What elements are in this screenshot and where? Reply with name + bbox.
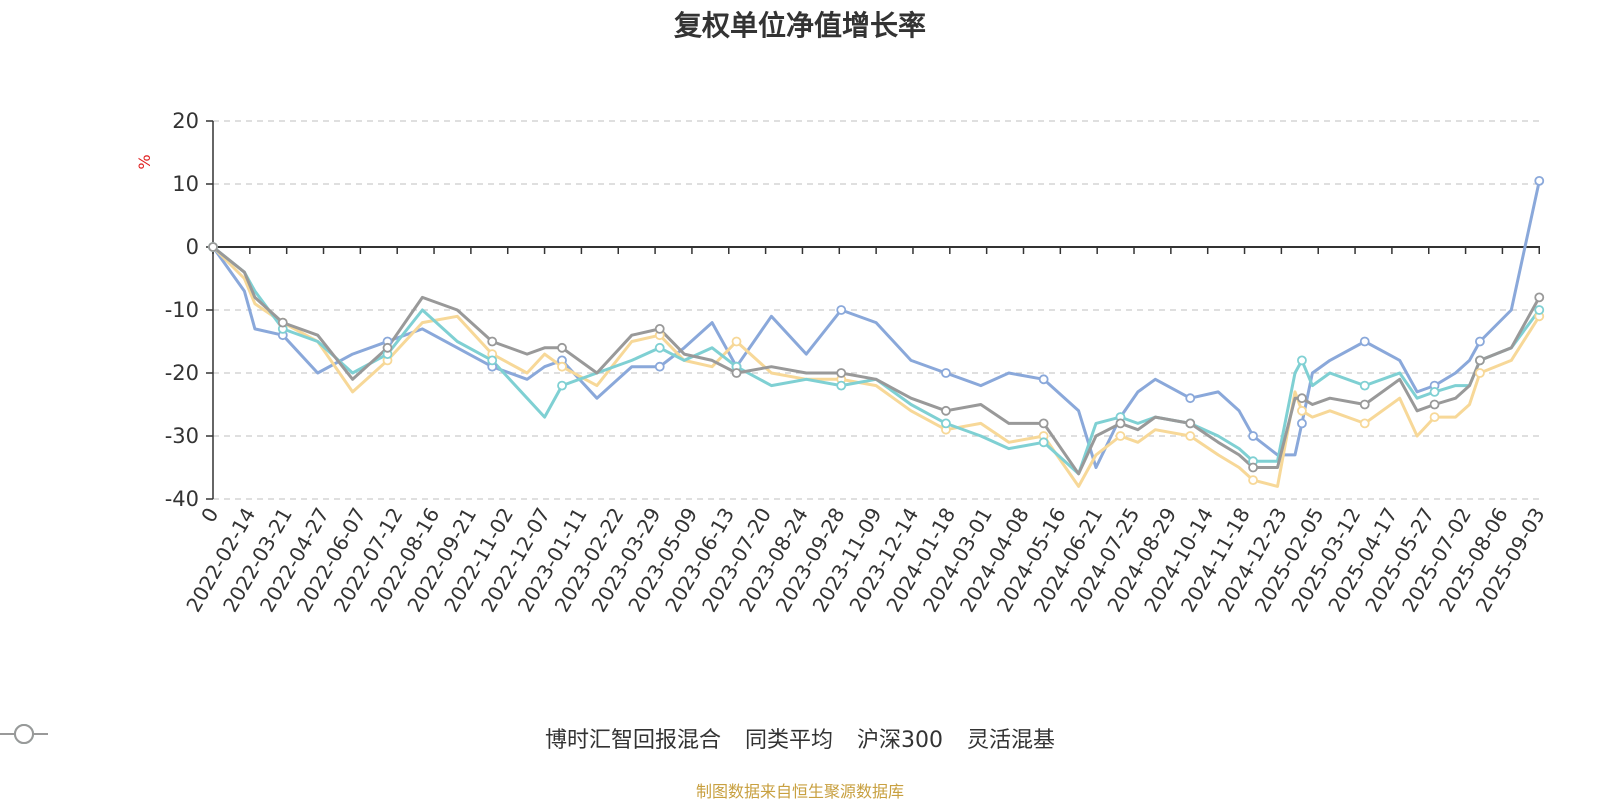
data-point [277, 317, 288, 328]
data-point [731, 336, 742, 347]
y-tick-label: 10 [172, 172, 199, 196]
data-point [941, 418, 951, 429]
data-point [487, 355, 498, 366]
data-point [1248, 431, 1258, 441]
y-tick-label: -30 [165, 424, 199, 448]
data-point [1475, 368, 1485, 378]
data-point [1475, 336, 1485, 347]
chart-legend: 博时汇智回报混合 同类平均 沪深300 灵活混基 [0, 722, 1600, 754]
data-point [1359, 418, 1370, 429]
data-source-note: 制图数据来自恒生聚源数据库 [695, 782, 904, 801]
data-point [1297, 418, 1307, 429]
x-tick-label: 0 [196, 504, 223, 527]
legend-item[interactable]: 博时汇智回报混合 [0, 722, 721, 754]
legend-label: 博时汇智回报混合 [544, 728, 721, 753]
data-point [1359, 336, 1370, 347]
data-point [1038, 374, 1049, 385]
data-point [731, 368, 742, 378]
series-line-2 [212, 245, 1541, 476]
data-point [557, 361, 567, 372]
data-point [1185, 393, 1196, 404]
legend-item[interactable]: 同类平均 [0, 722, 833, 754]
data-point [1185, 431, 1196, 441]
data-point [941, 368, 951, 378]
data-point [1534, 305, 1545, 315]
series-line-0 [211, 180, 1541, 469]
legend-label: 灵活混基 [967, 728, 1056, 753]
data-point [1297, 405, 1307, 416]
data-point [1475, 355, 1485, 366]
data-point [1248, 462, 1258, 473]
data-point [836, 305, 847, 315]
legend-item[interactable]: 灵活混基 [0, 722, 1056, 754]
series-line-3 [212, 245, 1541, 476]
y-tick-label: -10 [165, 298, 199, 322]
data-point [1429, 412, 1440, 423]
data-point [1248, 475, 1258, 486]
data-point [1359, 380, 1370, 391]
chart-title: 复权单位净值增长率 [673, 9, 926, 42]
data-point [208, 242, 218, 252]
y-axis-unit: % [135, 154, 154, 169]
data-point [654, 323, 665, 334]
data-point [1038, 418, 1049, 429]
data-point [1185, 418, 1196, 429]
y-tick-label: 20 [172, 109, 199, 133]
legend-label: 同类平均 [744, 728, 833, 753]
y-tick-label: -20 [165, 361, 199, 385]
legend-item[interactable]: 沪深300 [0, 722, 943, 754]
data-point [1534, 175, 1545, 186]
data-point [1297, 355, 1307, 366]
data-point [1429, 386, 1440, 397]
data-point [1115, 431, 1126, 441]
x-tick-labels: 02022-02-142022-03-212022-04-272022-06-0… [181, 503, 1549, 616]
data-point [557, 380, 567, 391]
data-point [487, 336, 498, 347]
data-point [836, 380, 847, 391]
y-tick-labels: 20 10 0 -10 -20 -30 -40 [165, 109, 199, 511]
data-point [1359, 399, 1370, 410]
data-point [1115, 418, 1126, 429]
y-tick-label: -40 [165, 487, 199, 511]
data-point [654, 342, 665, 353]
data-point [836, 368, 847, 378]
data-point [1038, 437, 1049, 448]
legend-label: 沪深300 [857, 728, 943, 753]
data-point [654, 361, 665, 372]
series-lines [211, 180, 1541, 488]
data-point [1534, 292, 1545, 303]
data-point [382, 342, 393, 353]
y-tick-label: 0 [186, 235, 199, 259]
legend-marker-icon [0, 724, 48, 744]
series-markers [208, 175, 1545, 486]
series-line-1 [211, 245, 1541, 488]
data-point [557, 342, 567, 353]
data-point [941, 405, 951, 416]
data-point [1429, 399, 1440, 410]
data-point [1297, 393, 1307, 404]
